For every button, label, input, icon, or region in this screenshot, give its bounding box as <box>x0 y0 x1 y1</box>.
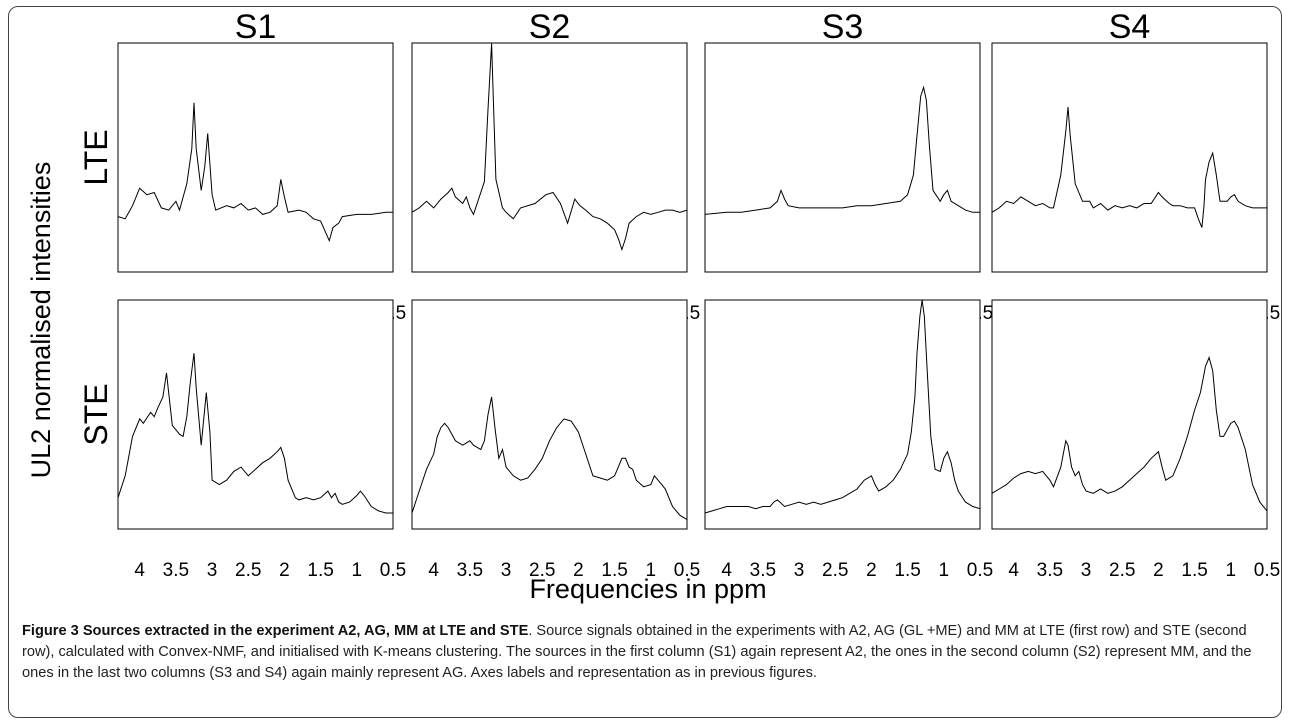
source-signal-line <box>117 353 393 514</box>
x-tick-label: 3 <box>207 560 218 581</box>
x-tick-label: 4 <box>428 560 439 581</box>
x-tick-label: 2.5 <box>822 560 848 581</box>
panel-ste-s3: 4 3.5 3 2.5 2 1.5 1 0.5 <box>704 299 993 581</box>
x-tick-label: 1 <box>939 560 950 581</box>
x-tick-label: 3.5 <box>750 560 776 581</box>
figure-canvas: UL2 normalised intensities Frequencies i… <box>26 8 1280 604</box>
row-label-ste: STE <box>78 383 114 445</box>
column-title-s2: S2 <box>529 8 571 46</box>
figure-caption: Figure 3 Sources extracted in the experi… <box>22 621 1270 684</box>
column-title-s3: S3 <box>822 8 864 46</box>
x-tick-label: 2.5 <box>235 560 261 581</box>
x-tick-label: 3.5 <box>457 560 483 581</box>
x-tick-label: 3 <box>1081 560 1092 581</box>
panel-ste-s1: 4 3.5 3 2.5 2 1.5 1 0.5 <box>117 299 406 581</box>
x-tick-label: 1.5 <box>894 560 920 581</box>
panel-lte-s4: 43.532.521.510.5 <box>991 42 1280 324</box>
source-signal-line <box>991 356 1268 512</box>
row-label-lte: LTE <box>78 129 114 185</box>
caption-label: Figure 3 <box>22 623 79 639</box>
source-signal-line <box>411 396 688 521</box>
x-tick-label: 0.5 <box>380 560 406 581</box>
panel-lte-s1: 43.532.521.510.5 <box>117 42 406 324</box>
source-signal-line <box>704 85 980 215</box>
column-titles: S1 S2 S3 S4 <box>235 8 1151 46</box>
source-signal-line <box>411 43 688 252</box>
panel-frame <box>411 299 688 530</box>
panel-frame <box>704 42 981 273</box>
x-tick-label: 1.5 <box>601 560 627 581</box>
x-tick-label: 2 <box>1153 560 1164 581</box>
panel-frame <box>117 42 394 273</box>
x-tick-label: 1.5 <box>1181 560 1207 581</box>
panel-lte-s2: 43.532.521.510.5 <box>411 42 700 324</box>
x-tick-label: 4 <box>1008 560 1019 581</box>
column-title-s1: S1 <box>235 8 277 46</box>
panel-frame <box>991 299 1268 530</box>
x-tick-label: 1 <box>352 560 363 581</box>
panel-lte-s3: 43.532.521.510.5 <box>704 42 993 324</box>
x-tick-label: 2 <box>866 560 877 581</box>
x-tick-label: 2.5 <box>529 560 555 581</box>
source-signal-line <box>704 299 981 514</box>
y-axis-label: UL2 normalised intensities <box>26 162 56 479</box>
panel-frame <box>991 42 1268 273</box>
panel-frame <box>117 299 394 530</box>
x-tick-label: 1.5 <box>307 560 333 581</box>
x-tick-label: 3.5 <box>163 560 189 581</box>
x-tick-label: 2 <box>573 560 584 581</box>
source-signal-line <box>991 107 1267 228</box>
row-labels: LTE STE <box>78 129 114 445</box>
caption-body: . Source signals obtained in the experim… <box>22 623 1252 681</box>
x-tick-label: 0.5 <box>1254 560 1280 581</box>
x-tick-label: 1 <box>1226 560 1237 581</box>
panel-frame <box>704 299 981 530</box>
x-tick-label: 3 <box>501 560 512 581</box>
panel-ste-s2: 4 3.5 3 2.5 2 1.5 1 0.5 <box>411 299 700 581</box>
column-title-s4: S4 <box>1109 8 1151 46</box>
source-signal-line <box>117 102 393 243</box>
caption-title: Sources extracted in the experiment A2, … <box>82 623 529 639</box>
x-axis-label: Frequencies in ppm <box>529 574 766 604</box>
x-tick-label: 3.5 <box>1037 560 1063 581</box>
x-tick-label: 3 <box>794 560 805 581</box>
x-tick-label: 2 <box>279 560 290 581</box>
x-tick-label: 4 <box>721 560 732 581</box>
x-tick-label: 1 <box>646 560 657 581</box>
panel-frame <box>411 42 688 273</box>
x-tick-label: 0.5 <box>967 560 993 581</box>
panels: 4 3.5 3 2.5 2 1.5 1 0.5 4 3.5 3 2.5 2 1.5 1 0.5 4 3.5 3 2.5… <box>117 42 1280 581</box>
panel-ste-s4: 4 3.5 3 2.5 2 1.5 1 0.5 <box>991 299 1280 581</box>
x-tick-label: 0.5 <box>674 560 700 581</box>
x-tick-label: 4 <box>134 560 145 581</box>
x-tick-label: 2.5 <box>1109 560 1135 581</box>
